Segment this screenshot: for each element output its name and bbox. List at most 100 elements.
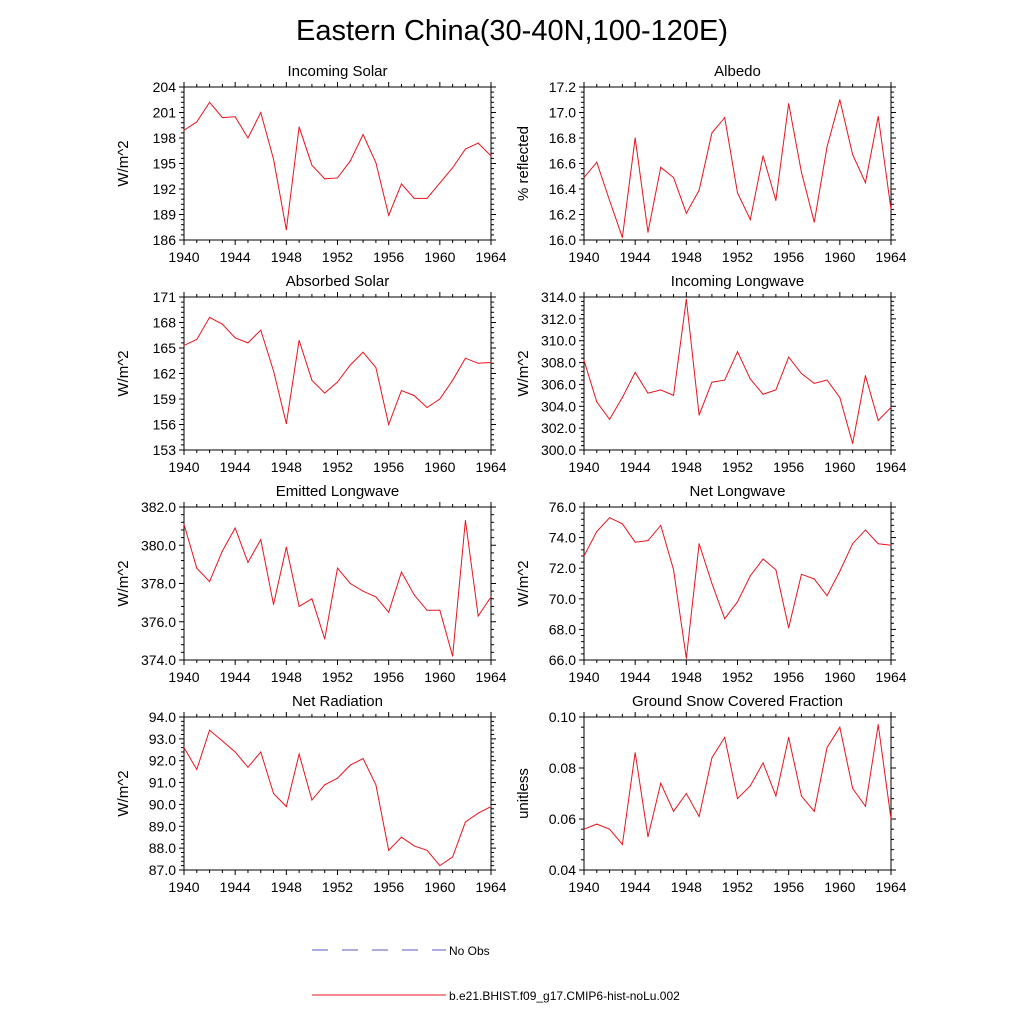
panel-incoming-longwave-xtick-label: 1952	[722, 459, 753, 475]
panel-absorbed-solar-data-point	[183, 344, 185, 346]
panel-absorbed-solar-data-point	[349, 364, 351, 366]
panel-emitted-longwave-xtick-label: 1964	[475, 669, 506, 685]
panel-incoming-longwave-data-point	[813, 382, 815, 384]
panel-albedo-data-point	[634, 137, 636, 139]
panel-incoming-solar-data-point	[388, 214, 390, 216]
panel-net-radiation-data-point	[375, 784, 377, 786]
panel-incoming-solar-ytick-label: 195	[153, 156, 177, 172]
panel-ground-snow-covered-fraction-data-point	[890, 818, 892, 820]
panel-net-radiation-data-point	[426, 849, 428, 851]
panel-absorbed-solar-data-point	[209, 316, 211, 318]
panel-emitted-longwave-data-point	[426, 609, 428, 611]
panel-albedo-data-point	[813, 221, 815, 223]
panel-incoming-longwave-ylabel: W/m^2	[515, 350, 532, 396]
panel-incoming-longwave-xtick-label: 1964	[875, 459, 906, 475]
panel-incoming-longwave-data-point	[877, 419, 879, 421]
panel-absorbed-solar-data-point	[362, 351, 364, 353]
panel-absorbed-solar-data-point	[247, 342, 249, 344]
panel-incoming-longwave-frame	[583, 296, 892, 451]
panel-absorbed-solar-data-point	[260, 329, 262, 331]
panel-ground-snow-covered-fraction-data-point	[749, 785, 751, 787]
panel-emitted-longwave-ylabel: W/m^2	[115, 560, 132, 606]
panel-incoming-longwave-series-line	[583, 299, 892, 444]
panel-incoming-longwave-ytick-label: 302.0	[541, 420, 576, 436]
panel-absorbed-solar-data-point	[311, 379, 313, 381]
panel-absorbed-solar-data-point	[400, 390, 402, 391]
panel-net-radiation-ytick-label: 89.0	[149, 818, 176, 834]
panel-absorbed-solar-data-point	[375, 367, 377, 369]
panel-ground-snow-covered-fraction-data-point	[864, 805, 866, 807]
panel-net-longwave-data-point	[724, 618, 726, 620]
panel-net-radiation-ytick-label: 91.0	[149, 775, 176, 791]
panel-ground-snow-covered-fraction-data-point	[877, 724, 879, 726]
panel-net-radiation-xtick-label: 1940	[168, 879, 199, 895]
panel-albedo-ytick-label: 16.6	[549, 156, 576, 172]
panel-emitted-longwave-data-point	[388, 611, 390, 613]
panel-emitted-longwave-data-point	[324, 638, 326, 640]
panel-absorbed-solar-data-point	[477, 362, 479, 364]
panel-ground-snow-covered-fraction-ylabel: unitless	[515, 768, 532, 819]
panel-ground-snow-covered-fraction-data-point	[711, 757, 713, 759]
panel-net-longwave-data-point	[685, 657, 687, 659]
panel-albedo-data-point	[839, 99, 841, 101]
panel-ground-snow-covered-fraction-xtick-label: 1964	[875, 879, 906, 895]
panel-emitted-longwave-xtick-label: 1960	[424, 669, 455, 685]
panel-incoming-solar-data-point	[477, 142, 479, 144]
panel-incoming-solar-ytick-label: 189	[153, 207, 177, 223]
panel-incoming-longwave-data-point	[596, 401, 598, 403]
panel-emitted-longwave-data-point	[349, 583, 351, 584]
panel-net-longwave-data-point	[890, 544, 892, 546]
panel-incoming-solar-xtick-label: 1956	[373, 249, 404, 265]
panel-absorbed-solar-title: Absorbed Solar	[286, 273, 389, 290]
panel-incoming-longwave-data-point	[660, 389, 662, 391]
panel-net-radiation-ytick-label: 87.0	[149, 862, 176, 878]
panel-incoming-longwave-xtick-label: 1944	[620, 459, 651, 475]
panel-ground-snow-covered-fraction-data-point	[621, 844, 623, 845]
panel-net-radiation-frame	[183, 716, 492, 871]
panel-incoming-longwave-ytick-label: 308.0	[541, 355, 576, 371]
panel-net-radiation-data-point	[311, 799, 313, 801]
panel-absorbed-solar-data-point	[285, 423, 287, 425]
panel-ground-snow-covered-fraction-data-point	[609, 828, 611, 830]
panel-net-radiation-data-point	[324, 784, 326, 786]
panel-incoming-solar-data-point	[247, 137, 249, 139]
panel-ground-snow-covered-fraction-data-point	[826, 747, 828, 749]
panel-net-longwave-xtick-label: 1960	[824, 669, 855, 685]
panel-incoming-longwave-data-point	[762, 393, 764, 395]
panel-incoming-solar-data-point	[439, 182, 441, 184]
panel-absorbed-solar-ytick-label: 171	[153, 289, 177, 305]
panel-net-radiation-data-point	[285, 806, 287, 808]
panel-net-radiation-data-point	[490, 806, 492, 808]
panel-incoming-longwave-xtick-label: 1960	[824, 459, 855, 475]
panel-absorbed-solar-ytick-label: 156	[153, 417, 177, 433]
panel-ground-snow-covered-fraction-data-point	[800, 795, 802, 797]
panel-ground-snow-covered-fraction-ytick-label: 0.08	[549, 760, 576, 776]
legend: No Obs b.e21.BHIST.f09_g17.CMIP6-hist-no…	[312, 944, 680, 1003]
panel-absorbed-solar-ytick-label: 153	[153, 442, 177, 458]
panel-net-longwave-ylabel: W/m^2	[515, 560, 532, 606]
panel-emitted-longwave-ytick-label: 382.0	[141, 499, 176, 515]
panel-incoming-solar-data-point	[413, 197, 415, 199]
panel-emitted-longwave-data-point	[209, 581, 211, 583]
panel-albedo-xtick-label: 1964	[875, 249, 906, 265]
panel-absorbed-solar-data-point	[337, 381, 338, 383]
panel-ground-snow-covered-fraction: Ground Snow Covered Fraction 0.04 0.06 0.08…	[515, 693, 907, 895]
panel-incoming-longwave-data-point	[737, 351, 738, 353]
panel-albedo-ytick-label: 16.4	[549, 181, 576, 197]
panel-net-radiation-ytick-label: 92.0	[149, 753, 176, 769]
panel-ground-snow-covered-fraction-data-point	[724, 736, 726, 738]
panel-net-longwave-data-point	[813, 578, 815, 580]
panel-incoming-longwave-data-point	[800, 373, 802, 374]
panel-net-longwave-data-point	[826, 595, 828, 597]
panel-net-longwave-data-point	[877, 543, 879, 545]
panel-net-longwave-data-point	[621, 523, 623, 525]
panel-ground-snow-covered-fraction-data-point	[647, 836, 649, 838]
panel-net-radiation-data-point	[221, 740, 223, 742]
panel-net-radiation-xtick-label: 1944	[220, 879, 251, 895]
panel-net-longwave-title: Net Longwave	[690, 483, 786, 500]
panel-emitted-longwave-data-point	[260, 539, 262, 541]
panel-incoming-solar-ylabel: W/m^2	[115, 140, 132, 186]
panel-incoming-longwave-data-point	[864, 375, 866, 377]
panel-albedo-data-point	[596, 161, 598, 163]
panel-albedo-xtick-label: 1948	[671, 249, 702, 265]
